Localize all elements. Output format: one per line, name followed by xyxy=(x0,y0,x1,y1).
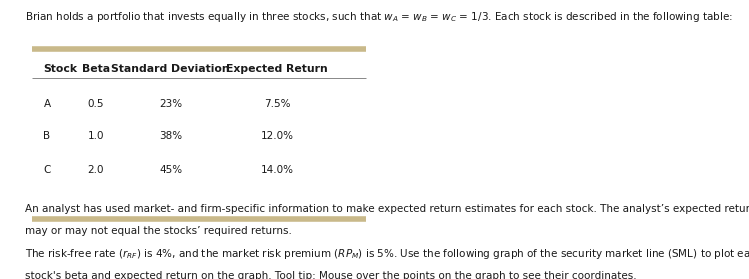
Text: B: B xyxy=(43,131,51,141)
Text: Beta: Beta xyxy=(82,64,110,74)
Text: A: A xyxy=(43,99,51,109)
Text: The risk-free rate ($r_{RF}$) is 4%, and the market risk premium ($\mathit{RP}_M: The risk-free rate ($r_{RF}$) is 4%, and… xyxy=(25,247,749,261)
Text: Expected Return: Expected Return xyxy=(226,64,328,74)
Text: 1.0: 1.0 xyxy=(88,131,104,141)
Text: C: C xyxy=(43,165,51,175)
Text: Standard Deviation: Standard Deviation xyxy=(112,64,230,74)
Text: An analyst has used market- and firm-specific information to make expected retur: An analyst has used market- and firm-spe… xyxy=(25,204,749,214)
Text: Stock: Stock xyxy=(43,64,77,74)
Text: 0.5: 0.5 xyxy=(88,99,104,109)
Text: 45%: 45% xyxy=(160,165,182,175)
Text: 14.0%: 14.0% xyxy=(261,165,294,175)
Text: 12.0%: 12.0% xyxy=(261,131,294,141)
Text: stock's beta and expected return on the graph. Tool tip: Mouse over the points o: stock's beta and expected return on the … xyxy=(25,271,637,279)
Text: Brian holds a portfolio that invests equally in three stocks, such that $w_A$ = : Brian holds a portfolio that invests equ… xyxy=(25,10,733,24)
Text: 38%: 38% xyxy=(160,131,182,141)
Text: 2.0: 2.0 xyxy=(88,165,104,175)
Text: 7.5%: 7.5% xyxy=(264,99,291,109)
Text: 23%: 23% xyxy=(160,99,182,109)
Text: may or may not equal the stocks’ required returns.: may or may not equal the stocks’ require… xyxy=(25,226,291,236)
